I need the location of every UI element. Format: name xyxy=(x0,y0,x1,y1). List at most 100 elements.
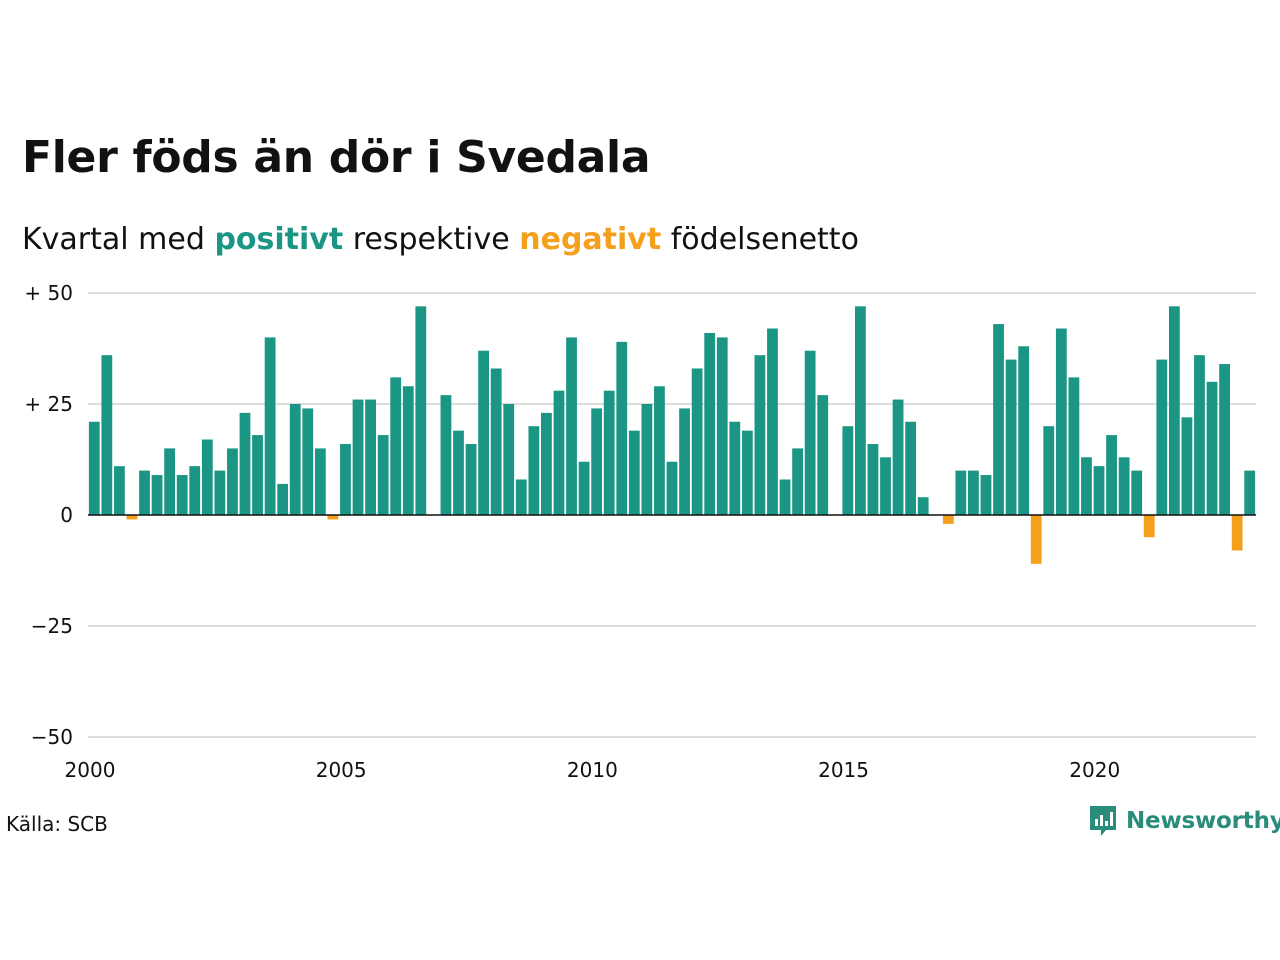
subtitle-positive: positivt xyxy=(214,222,344,257)
y-tick-label: + 25 xyxy=(24,392,73,416)
bar xyxy=(352,399,364,515)
bar xyxy=(88,421,100,515)
bar xyxy=(704,332,716,515)
x-tick-label: 2020 xyxy=(1069,758,1120,782)
bar xyxy=(314,448,326,515)
chart-subtitle: Kvartal med positivt respektive negativt… xyxy=(22,222,859,257)
bar xyxy=(528,426,540,515)
bar xyxy=(1231,515,1243,551)
bar xyxy=(1018,346,1030,515)
newsworthy-logo: Newsworthy xyxy=(1088,804,1280,838)
bar xyxy=(1156,359,1168,515)
bar xyxy=(327,515,339,520)
bars xyxy=(88,306,1256,564)
source-note: Källa: SCB xyxy=(6,812,108,836)
x-tick-label: 2005 xyxy=(316,758,367,782)
bar xyxy=(390,377,402,515)
bar xyxy=(741,430,753,515)
bar xyxy=(264,337,276,515)
bar xyxy=(1106,435,1117,515)
bar xyxy=(1118,457,1130,515)
bar xyxy=(641,404,653,515)
bar xyxy=(942,515,954,524)
bar xyxy=(478,350,490,515)
y-tick-label: 0 xyxy=(60,503,73,527)
x-tick-label: 2000 xyxy=(65,758,116,782)
bar xyxy=(252,435,263,515)
bar xyxy=(905,421,917,515)
subtitle-negative: negativt xyxy=(519,222,662,257)
bar xyxy=(201,439,213,515)
bar xyxy=(515,479,527,515)
bar xyxy=(239,412,251,515)
bar xyxy=(465,443,477,515)
bar xyxy=(666,461,678,515)
bar xyxy=(1143,515,1155,538)
bar xyxy=(189,466,201,515)
bar xyxy=(817,395,829,515)
bar xyxy=(880,457,891,515)
bar xyxy=(867,443,879,515)
bar xyxy=(1219,364,1230,515)
y-tick-label: −50 xyxy=(31,725,73,749)
bar xyxy=(503,404,515,515)
x-tick-label: 2010 xyxy=(567,758,618,782)
bar xyxy=(1068,377,1080,515)
bar xyxy=(767,328,778,515)
bar xyxy=(591,408,603,515)
bar xyxy=(1093,466,1105,515)
y-axis-ticks: + 50 + 25 0 −25 −50 xyxy=(24,281,73,749)
bar xyxy=(541,412,552,515)
bar xyxy=(1055,328,1067,515)
bar xyxy=(1181,417,1193,515)
bar xyxy=(214,470,226,515)
y-tick-label: + 50 xyxy=(24,281,73,305)
bar xyxy=(716,337,728,515)
bar xyxy=(1030,515,1042,564)
bar xyxy=(968,470,979,515)
bar xyxy=(402,386,414,515)
bar xyxy=(754,355,766,515)
bar xyxy=(1244,470,1256,515)
bar xyxy=(151,475,163,515)
bar xyxy=(603,390,615,515)
bar xyxy=(980,475,992,515)
bar xyxy=(616,341,628,515)
bar xyxy=(1206,381,1218,515)
bar xyxy=(176,475,188,515)
bar-chart: + 50 + 25 0 −25 −50 2000 2005 2010 2015 2020 xyxy=(24,281,1256,782)
bar xyxy=(892,399,904,515)
subtitle-prefix: Kvartal med xyxy=(22,222,205,257)
chart-title: Fler föds än dör i Svedala xyxy=(22,132,651,183)
newsworthy-icon xyxy=(1090,806,1116,836)
bar xyxy=(340,443,351,515)
bar xyxy=(302,408,314,515)
bar xyxy=(227,448,238,515)
bar xyxy=(164,448,176,515)
bar xyxy=(955,470,967,515)
bar xyxy=(1194,355,1205,515)
bar xyxy=(126,515,138,520)
bar xyxy=(679,408,690,515)
bar xyxy=(277,483,289,515)
bar xyxy=(377,435,389,515)
bar xyxy=(654,386,665,515)
bar xyxy=(1131,470,1143,515)
bar xyxy=(792,448,803,515)
bar xyxy=(114,466,125,515)
bar xyxy=(917,497,929,515)
bar xyxy=(1043,426,1055,515)
bar xyxy=(993,324,1004,515)
bar xyxy=(1168,306,1180,515)
subtitle-middle: respektive xyxy=(352,222,510,257)
bar xyxy=(365,399,376,515)
subtitle-suffix: födelsenetto xyxy=(670,222,859,257)
bar xyxy=(453,430,464,515)
bar xyxy=(289,404,301,515)
x-axis-ticks: 2000 2005 2010 2015 2020 xyxy=(65,758,1121,782)
bar xyxy=(415,306,427,515)
bar xyxy=(729,421,741,515)
brand-name: Newsworthy xyxy=(1126,808,1280,834)
bar xyxy=(578,461,590,515)
bar xyxy=(1005,359,1017,515)
